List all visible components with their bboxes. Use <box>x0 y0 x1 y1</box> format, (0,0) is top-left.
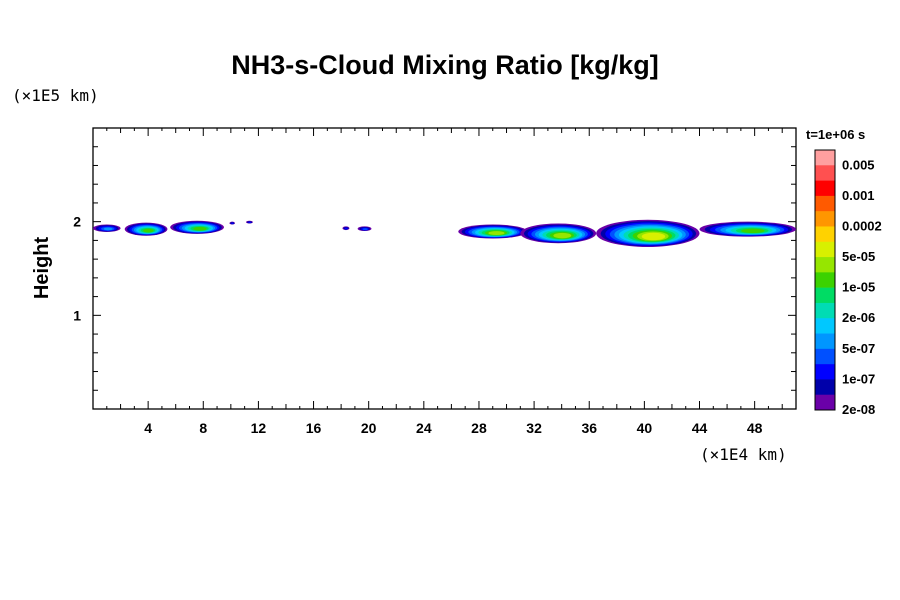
cloud-region <box>699 221 796 237</box>
x-tick-label: 4 <box>144 420 152 436</box>
cloud-contour <box>488 231 505 236</box>
y-tick-label: 1 <box>73 307 81 323</box>
cloud-contour <box>143 228 154 233</box>
x-tick-label: 12 <box>251 420 267 436</box>
cloud-contour <box>248 221 252 224</box>
colorbar-frame <box>814 149 836 411</box>
cloud-region <box>93 224 121 232</box>
colorbar-label: 5e-05 <box>842 249 875 264</box>
colorbar-swatch <box>815 257 835 273</box>
colorbar-label: 2e-06 <box>842 310 875 325</box>
y-tick-label: 2 <box>73 214 81 230</box>
x-tick-label: 16 <box>306 420 322 436</box>
colorbar-label: 0.001 <box>842 188 875 203</box>
colorbar-swatch <box>815 241 835 258</box>
x-axis-unit: (×1E4 km) <box>700 445 787 464</box>
colorbar-swatch <box>815 165 835 181</box>
plot-frame <box>92 127 797 410</box>
time-label: t=1e+06 s <box>806 127 865 142</box>
x-tick-label: 24 <box>416 420 432 436</box>
colorbar: 0.005 0.001 0.0002 5e-05 1e-05 2e-06 5e-07 1e-0… <box>814 149 882 417</box>
cloud-region <box>520 223 597 244</box>
x-axis: 4 8 12 16 20 24 28 32 36 40 44 48 <box>106 128 783 436</box>
cloud-contour <box>741 228 765 233</box>
cloud-region <box>246 220 253 224</box>
cloud-region <box>170 220 224 234</box>
colorbar-label: 0.0002 <box>842 218 882 233</box>
colorbar-label: 1e-07 <box>842 371 875 386</box>
colorbar-label: 1e-05 <box>842 280 875 295</box>
x-tick-label: 28 <box>471 420 487 436</box>
cloud-contour <box>553 232 572 239</box>
colorbar-swatch <box>815 394 835 411</box>
cloud-region <box>458 224 528 239</box>
colorbar-swatch <box>815 287 835 304</box>
colorbar-swatch <box>815 195 835 212</box>
cloud-contour <box>231 222 234 224</box>
colorbar-swatch <box>815 226 835 243</box>
y-axis-label: Height <box>31 237 53 300</box>
x-tick-label: 36 <box>581 420 597 436</box>
cloud-layer <box>93 219 796 247</box>
colorbar-swatch <box>815 150 835 166</box>
y-axis: 12 <box>73 146 796 391</box>
colorbar-swatch <box>815 302 835 319</box>
colorbar-swatch <box>815 180 835 197</box>
cloud-region <box>229 221 235 225</box>
x-tick-label: 32 <box>526 420 542 436</box>
cloud-contour <box>362 228 368 231</box>
cloud-region <box>357 226 372 232</box>
chart-title: NH3-s-Cloud Mixing Ratio [kg/kg] <box>231 50 659 80</box>
colorbar-label: 0.005 <box>842 157 875 172</box>
y-axis-unit: (×1E5 km) <box>12 86 99 105</box>
cloud-contour <box>344 227 348 230</box>
colorbar-swatch <box>815 379 835 396</box>
x-tick-label: 48 <box>747 420 763 436</box>
x-tick-label: 20 <box>361 420 377 436</box>
colorbar-swatch <box>815 348 835 365</box>
cloud-region <box>124 222 168 236</box>
colorbar-swatch <box>815 211 835 227</box>
colorbar-swatch <box>815 318 835 334</box>
colorbar-swatch <box>815 333 835 350</box>
colorbar-label: 5e-07 <box>842 341 875 356</box>
x-tick-label: 44 <box>692 420 708 436</box>
colorbar-swatch <box>815 364 835 380</box>
x-tick-label: 40 <box>637 420 653 436</box>
colorbar-label: 2e-08 <box>842 402 875 417</box>
cloud-contour <box>103 227 113 231</box>
x-tick-label: 8 <box>199 420 207 436</box>
cloud-region <box>596 219 700 247</box>
cloud-contour <box>193 226 207 231</box>
plot-area: 4 8 12 16 20 24 28 32 36 40 44 48 12 <box>73 127 797 436</box>
cloud-contour <box>641 232 666 241</box>
cloud-region <box>342 226 350 231</box>
colorbar-swatch <box>815 272 835 288</box>
